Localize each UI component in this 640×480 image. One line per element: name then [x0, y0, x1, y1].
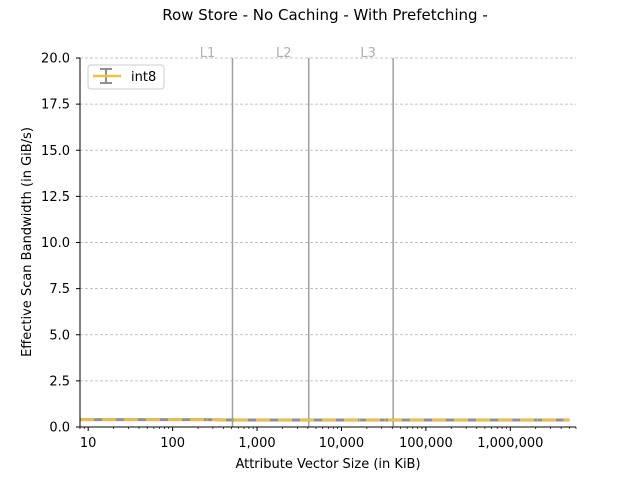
x-tick-label: 1,000 [238, 436, 275, 451]
y-tick-label: 0.0 [49, 421, 70, 436]
data-point [511, 419, 513, 421]
data-point [435, 419, 437, 421]
legend: int8 [87, 64, 165, 90]
cache-label-l3: L3 [360, 46, 376, 61]
y-tick-label: 7.5 [49, 282, 70, 297]
data-point [307, 419, 310, 421]
axes [76, 57, 577, 431]
grid [80, 57, 576, 428]
x-tick-label: 10,000 [319, 436, 365, 451]
data-point [333, 419, 335, 421]
data-point [460, 419, 463, 421]
x-tick-label: 1,000,000 [477, 436, 543, 451]
data-point [536, 419, 539, 421]
x-tick-label: 10 [80, 436, 97, 451]
data-point [485, 419, 488, 421]
data-point [562, 419, 564, 421]
x-axis-label: Attribute Vector Size (in KiB) [235, 457, 420, 472]
cache-label-l2: L2 [276, 46, 292, 61]
x-tick-label: 100 [160, 436, 185, 451]
y-tick-label: 5.0 [49, 328, 70, 343]
data-point [568, 419, 571, 421]
data-point [257, 419, 259, 421]
series-layer [79, 418, 571, 422]
y-axis-label: Effective Scan Bandwidth (in GiB/s) [20, 127, 35, 357]
legend-label: int8 [131, 70, 156, 85]
y-tick-label: 17.5 [41, 98, 70, 113]
cache-lines: L1 L2 L3 [200, 46, 394, 427]
y-tick-label: 10.0 [41, 236, 70, 251]
x-tick-label: 100,000 [399, 436, 453, 451]
data-point [155, 418, 158, 421]
y-tick-label: 20.0 [41, 52, 70, 67]
data-point [358, 419, 361, 421]
cache-label-l1: L1 [200, 46, 216, 61]
data-point [104, 418, 107, 421]
data-point [130, 418, 132, 421]
y-tick-label: 12.5 [41, 190, 70, 205]
data-point [409, 419, 412, 421]
data-point [231, 419, 234, 421]
y-tick-label: 2.5 [49, 374, 70, 389]
data-point [206, 418, 208, 421]
data-point [384, 419, 386, 421]
y-tick-label: 15.0 [41, 144, 70, 159]
chart-title: Row Store - No Caching - With Prefetchin… [162, 6, 487, 24]
data-point [180, 418, 183, 421]
tick-labels: 0.0 2.5 5.0 7.5 10.0 12.5 15.0 17.5 20.0 10 100 1,0… [41, 52, 543, 452]
data-point [282, 419, 285, 421]
